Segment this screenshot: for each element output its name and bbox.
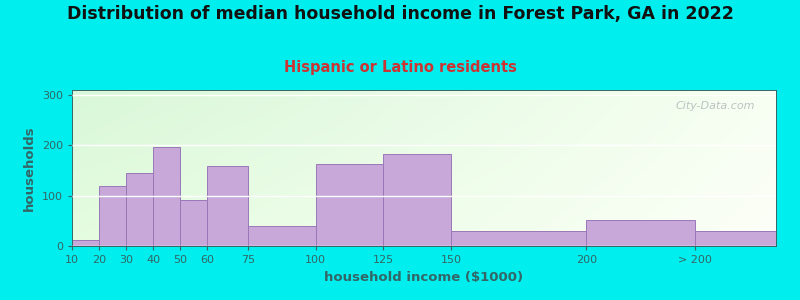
Bar (154, 147, 180, 246)
Bar (99, 186, 126, 246)
Bar (72, 240, 99, 246)
Y-axis label: households: households (23, 125, 36, 211)
Bar (451, 231, 586, 246)
Bar (126, 173, 154, 246)
X-axis label: household income ($1000): household income ($1000) (325, 271, 523, 284)
Text: Hispanic or Latino residents: Hispanic or Latino residents (283, 60, 517, 75)
Bar (248, 226, 316, 246)
Text: Distribution of median household income in Forest Park, GA in 2022: Distribution of median household income … (66, 4, 734, 22)
Text: City-Data.com: City-Data.com (675, 101, 755, 111)
Bar (694, 231, 776, 246)
Bar (586, 220, 694, 246)
Bar (207, 167, 248, 246)
Bar (180, 200, 207, 246)
Bar (383, 154, 451, 246)
Bar (316, 164, 383, 246)
